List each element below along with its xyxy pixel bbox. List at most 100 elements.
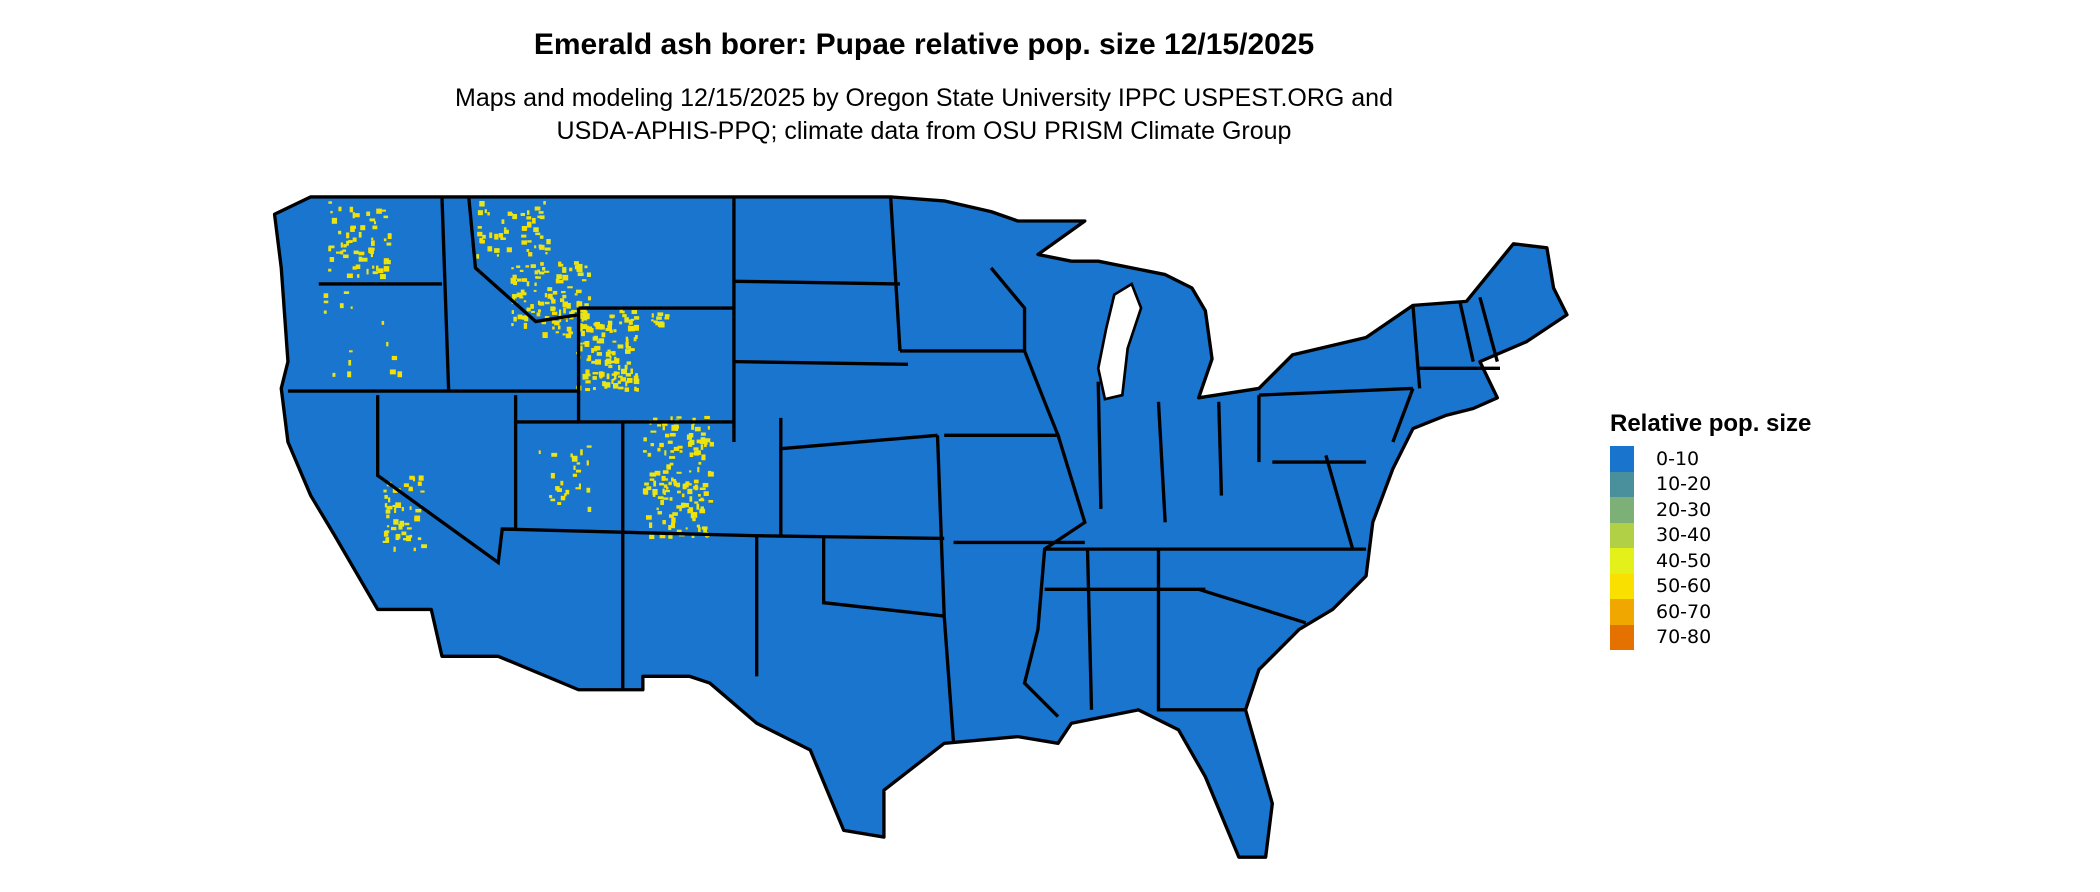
hotspot-cell	[603, 384, 609, 387]
hotspot-cell	[547, 287, 553, 292]
hotspot-cell	[586, 445, 592, 448]
hotspot-cell	[500, 237, 506, 240]
hotspot-cell	[331, 217, 338, 224]
hotspot-cell	[503, 229, 509, 234]
hotspot-cell	[697, 466, 700, 473]
conus-landmass	[272, 195, 1569, 859]
hotspot-cell	[395, 534, 400, 541]
hotspot-cell	[666, 464, 671, 470]
hotspot-cell	[561, 290, 566, 294]
hotspot-cell	[513, 316, 517, 322]
hotspot-cell	[688, 483, 692, 486]
hotspot-cell	[633, 375, 639, 381]
hotspot-cell	[539, 215, 545, 220]
hotspot-cell	[633, 324, 640, 331]
hotspot-cell	[538, 211, 544, 214]
hotspot-cell	[550, 472, 555, 479]
hotspot-cell	[358, 231, 362, 238]
border-ut-co	[502, 417, 783, 690]
hotspot-cell	[360, 225, 366, 231]
hotspot-cell	[526, 216, 532, 220]
hotspot-cell	[627, 325, 631, 332]
hotspot-cell	[617, 375, 623, 378]
hotspot-cell	[667, 440, 673, 444]
hotspot-cell	[675, 428, 679, 431]
legend-item: 50-60	[1610, 573, 1811, 599]
hotspot-cell	[482, 234, 486, 239]
hotspot-cell	[562, 333, 566, 336]
hotspot-cell	[619, 321, 623, 325]
legend-item: 20-30	[1610, 497, 1811, 523]
hotspot-cell	[619, 308, 623, 314]
hotspot-cell	[383, 266, 390, 272]
hotspot-cell	[570, 453, 573, 458]
hotspot-cell	[649, 534, 655, 540]
hotspot-cell	[631, 310, 638, 315]
hotspot-cell	[645, 515, 652, 520]
hotspot-cell	[610, 351, 616, 354]
hotspot-cell	[330, 210, 333, 214]
border-mn-ia	[899, 266, 1061, 437]
hotspot-cell	[575, 469, 582, 473]
hotspot-cell	[689, 452, 694, 458]
hotspot-cell	[528, 252, 533, 257]
hotspot-cell	[585, 373, 589, 380]
hotspot-cell	[624, 364, 628, 370]
hotspot-cell	[355, 213, 360, 218]
hotspot-cell	[382, 540, 388, 543]
hotspot-cell	[366, 211, 371, 216]
hotspot-cell	[511, 267, 514, 270]
hotspot-cell	[620, 377, 626, 382]
hotspot-cell	[534, 270, 539, 275]
hotspot-cell	[564, 493, 567, 497]
hotspot-cell	[701, 454, 706, 461]
hotspot-cell	[610, 360, 616, 364]
hotspot-cell	[408, 486, 413, 491]
hotspot-cell	[550, 306, 556, 312]
us-outline	[272, 195, 1569, 859]
legend-label: 10-20	[1656, 473, 1712, 496]
hotspot-cell	[607, 349, 611, 352]
hotspot-cell	[540, 262, 544, 266]
hotspot-cell	[607, 320, 613, 326]
hotspot-cell	[580, 449, 583, 456]
hotspot-cell	[380, 274, 386, 280]
hotspot-cell	[516, 292, 523, 298]
hotspot-cell	[709, 441, 714, 447]
border-nv	[376, 395, 518, 566]
hotspot-cell	[633, 378, 640, 385]
hotspot-cell	[537, 215, 541, 219]
hotspot-cell	[477, 226, 482, 229]
hotspot-cell	[369, 218, 376, 222]
hotspot-cell	[533, 227, 539, 233]
border-mississippi	[953, 434, 1087, 718]
hotspot-cell	[394, 507, 397, 514]
hotspot-cell	[512, 214, 518, 220]
hotspot-cell	[398, 523, 403, 530]
hotspot-cell	[587, 506, 592, 513]
hotspot-cell	[480, 239, 485, 244]
hotspot-cell	[346, 232, 350, 239]
hotspot-cell	[503, 227, 507, 230]
hotspot-cell	[494, 233, 499, 240]
hotspot-cell	[672, 512, 678, 516]
hotspot-cell	[701, 526, 708, 530]
hotspot-cell	[592, 372, 599, 375]
hotspot-cell	[643, 450, 647, 453]
hotspot-cell	[659, 534, 666, 539]
hotspot-cell	[573, 261, 579, 265]
hotspot-cell	[370, 252, 374, 258]
legend-label: 60-70	[1656, 600, 1712, 623]
hotspot-cell	[566, 326, 572, 332]
hotspot-cell	[383, 260, 387, 265]
hotspot-cell	[652, 492, 656, 497]
hotspot-cell	[694, 501, 699, 504]
hotspot-cell	[644, 482, 649, 486]
hotspot-cell	[681, 493, 685, 498]
hotspot-cell	[551, 318, 555, 324]
legend-swatch	[1610, 548, 1634, 574]
hotspot-cell	[665, 486, 669, 490]
hotspot-cell	[551, 299, 556, 304]
hotspot-cell	[550, 498, 556, 502]
